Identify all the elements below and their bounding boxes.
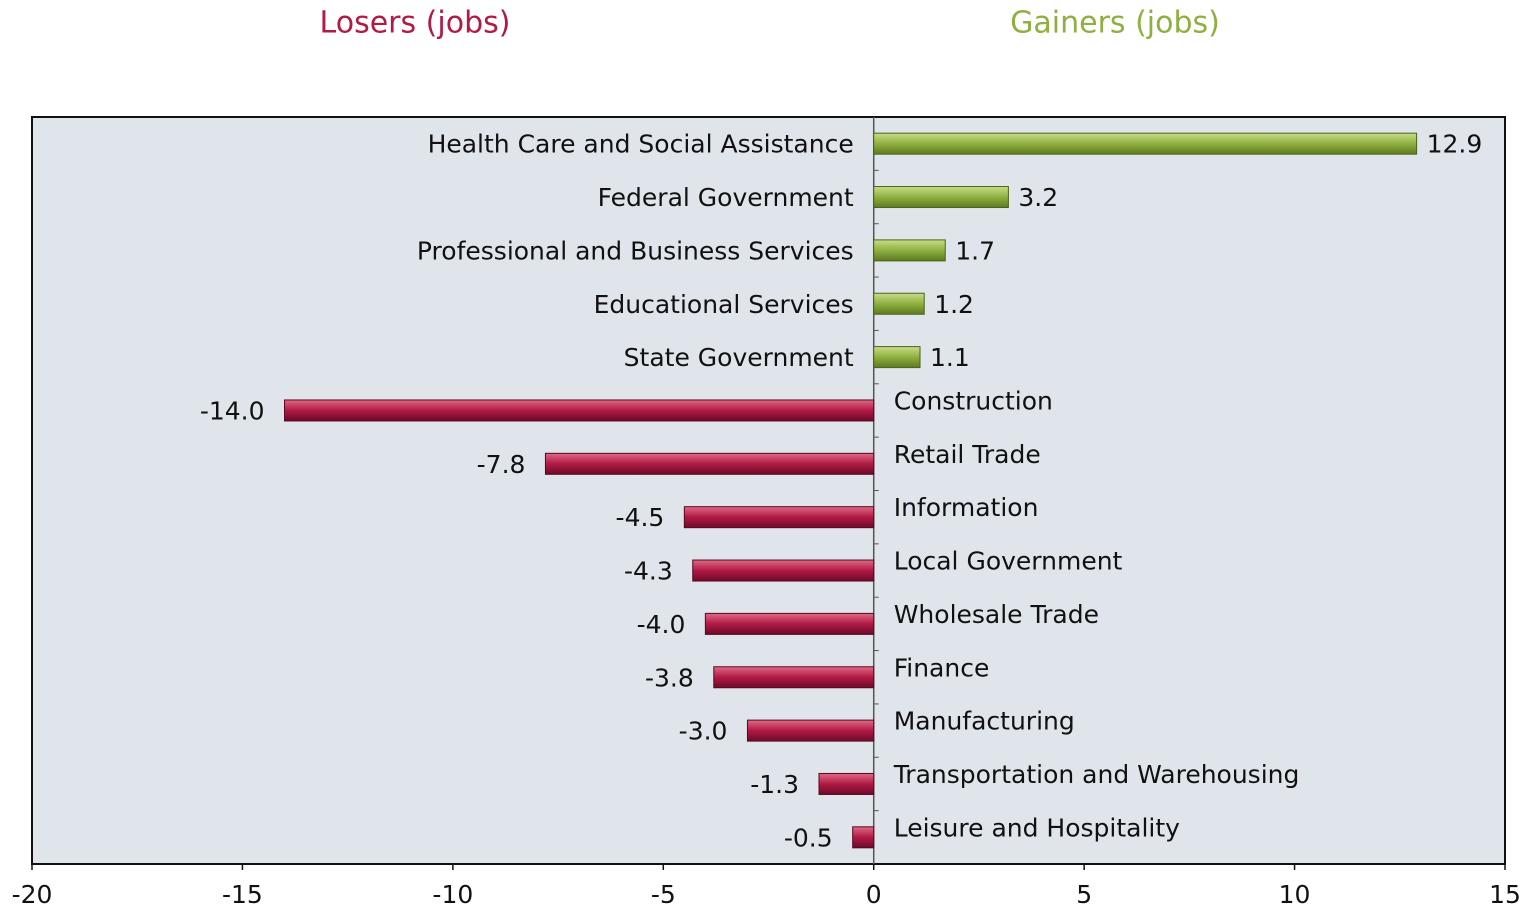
category-label: Transportation and Warehousing [893, 760, 1300, 789]
x-tick-label: 15 [1489, 880, 1521, 909]
value-label: 1.2 [934, 290, 974, 319]
value-label: -4.3 [624, 557, 673, 586]
category-label: Information [894, 493, 1039, 522]
value-label: 3.2 [1018, 183, 1058, 212]
value-label: -3.0 [679, 717, 728, 746]
x-tick-label: -20 [12, 880, 53, 909]
value-label: -1.3 [750, 770, 799, 799]
category-label: Educational Services [594, 290, 854, 319]
bar [852, 826, 875, 849]
gainers-title: Gainers (jobs) [1010, 6, 1220, 41]
category-label: Health Care and Social Assistance [428, 130, 854, 159]
bar [692, 559, 875, 582]
x-tick-label: -10 [432, 880, 473, 909]
value-label: 12.9 [1427, 130, 1483, 159]
category-label: Local Government [894, 547, 1123, 576]
bar [713, 666, 875, 689]
category-label: Manufacturing [894, 707, 1075, 736]
bar [873, 292, 925, 315]
bar [873, 132, 1418, 155]
bar [704, 612, 875, 635]
bar [873, 239, 946, 262]
value-label: -4.5 [616, 503, 665, 532]
bar [873, 186, 1009, 209]
category-label: Leisure and Hospitality [894, 813, 1180, 842]
bar [873, 346, 921, 369]
bar [284, 399, 875, 422]
value-label: -3.8 [645, 663, 694, 692]
value-label: -14.0 [200, 396, 265, 425]
bar [544, 452, 875, 475]
value-label: -7.8 [477, 450, 526, 479]
bar [818, 772, 875, 795]
x-tick-label: -5 [651, 880, 676, 909]
x-tick-label: 5 [1076, 880, 1092, 909]
value-label: -0.5 [784, 823, 833, 852]
bar [683, 506, 875, 529]
category-label: Construction [894, 386, 1053, 415]
category-label: Federal Government [598, 183, 854, 212]
x-tick-label: -15 [222, 880, 263, 909]
category-label: Professional and Business Services [417, 236, 854, 265]
bar [746, 719, 875, 742]
x-tick-label: 10 [1279, 880, 1311, 909]
losers-title: Losers (jobs) [320, 6, 511, 41]
category-label: Finance [894, 653, 990, 682]
value-label: 1.1 [930, 343, 970, 372]
x-tick-label: 0 [866, 880, 882, 909]
category-label: Wholesale Trade [894, 600, 1099, 629]
category-label: Retail Trade [894, 440, 1041, 469]
category-label: State Government [624, 343, 854, 372]
plot-area [31, 116, 1506, 865]
value-label: 1.7 [955, 236, 995, 265]
value-label: -4.0 [637, 610, 686, 639]
